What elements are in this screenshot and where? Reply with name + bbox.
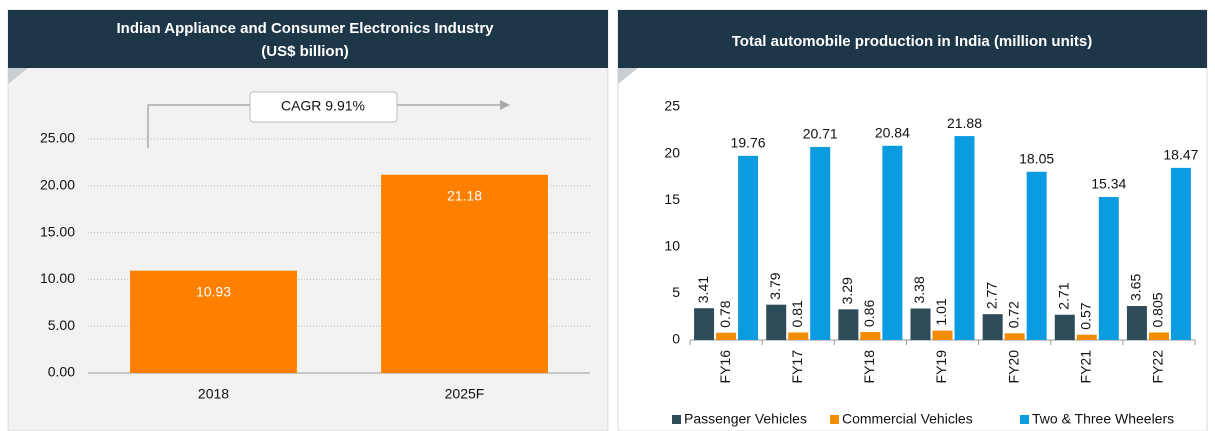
y-tick-label: 10 [664, 238, 680, 254]
x-tick-label: FY21 [1077, 350, 1093, 384]
value-label: 3.29 [839, 277, 855, 304]
y-tick-label: 5 [672, 284, 680, 300]
right-header [618, 10, 1207, 68]
bar [1170, 167, 1191, 340]
value-label: 3.38 [911, 276, 927, 303]
value-label: 19.76 [731, 135, 766, 151]
value-label: 18.47 [1163, 147, 1198, 163]
legend-swatch [1020, 415, 1029, 424]
y-tick-label: 15.00 [40, 223, 75, 239]
x-tick-label: FY19 [933, 350, 949, 384]
bar [932, 330, 953, 340]
value-label: 10.93 [196, 283, 231, 299]
legend-swatch [672, 415, 681, 424]
cagr-arrowhead [500, 100, 510, 110]
cagr-label: CAGR 9.91% [281, 98, 365, 114]
value-label: 2.71 [1055, 282, 1071, 309]
chart-title: Total automobile production in India (mi… [732, 33, 1093, 50]
bar [1004, 333, 1025, 340]
bar [1098, 197, 1119, 340]
value-label: 18.05 [1019, 150, 1054, 166]
y-tick-label: 5.00 [48, 317, 75, 333]
bar [1126, 305, 1147, 340]
bar [954, 136, 975, 340]
y-tick-label: 20.00 [40, 177, 75, 193]
value-label: 21.18 [447, 187, 482, 203]
bar [810, 146, 831, 340]
bar [738, 155, 759, 340]
legend-label: Commercial Vehicles [842, 411, 973, 427]
value-label: 3.79 [767, 272, 783, 299]
value-label: 0.86 [861, 300, 877, 327]
chart-title: Indian Appliance and Consumer Electronic… [116, 20, 494, 37]
bar [882, 145, 903, 340]
value-label: 20.84 [875, 124, 910, 140]
x-tick-label: FY22 [1150, 350, 1166, 384]
value-label: 3.65 [1128, 274, 1144, 301]
bar [982, 314, 1003, 340]
bar [788, 332, 809, 340]
bar [694, 308, 715, 340]
bar [130, 270, 297, 373]
x-tick-label: FY18 [861, 350, 877, 384]
value-label: 21.88 [947, 115, 982, 131]
bar [910, 308, 931, 340]
y-tick-label: 10.00 [40, 270, 75, 286]
bar [838, 309, 859, 340]
value-label: 0.81 [789, 300, 805, 327]
value-label: 15.34 [1091, 176, 1126, 192]
legend-label: Passenger Vehicles [684, 411, 807, 427]
y-tick-label: 0.00 [48, 364, 75, 380]
x-tick-label: FY17 [789, 350, 805, 384]
value-label: 0.805 [1150, 292, 1166, 327]
x-tick-label: FY20 [1005, 350, 1021, 384]
cagr-box [249, 91, 398, 123]
y-tick-label: 25 [664, 98, 680, 114]
header-notch [618, 68, 638, 84]
legend-swatch [830, 415, 839, 424]
x-tick-label: 2025F [445, 386, 485, 402]
value-label: 0.78 [717, 300, 733, 327]
bar [381, 174, 548, 373]
bar [1148, 332, 1169, 340]
header-notch [8, 68, 28, 84]
value-label: 3.41 [695, 276, 711, 303]
value-label: 0.57 [1077, 302, 1093, 329]
value-label: 20.71 [803, 126, 838, 142]
left-header [8, 10, 608, 68]
bar [1026, 171, 1047, 340]
x-tick-label: FY16 [717, 350, 733, 384]
chart-subtitle: (US$ billion) [261, 43, 349, 60]
value-label: 0.72 [1005, 301, 1021, 328]
bar [1054, 314, 1075, 340]
value-label: 1.01 [933, 298, 949, 325]
legend-label: Two & Three Wheelers [1032, 411, 1174, 427]
bar [766, 304, 787, 340]
y-tick-label: 15 [664, 191, 680, 207]
x-tick-label: 2018 [198, 386, 229, 402]
bar [860, 331, 881, 340]
y-tick-label: 0 [672, 331, 680, 347]
y-tick-label: 20 [664, 144, 680, 160]
value-label: 2.77 [983, 282, 999, 309]
y-tick-label: 25.00 [40, 130, 75, 146]
bar [716, 332, 737, 340]
bar [1076, 334, 1097, 340]
